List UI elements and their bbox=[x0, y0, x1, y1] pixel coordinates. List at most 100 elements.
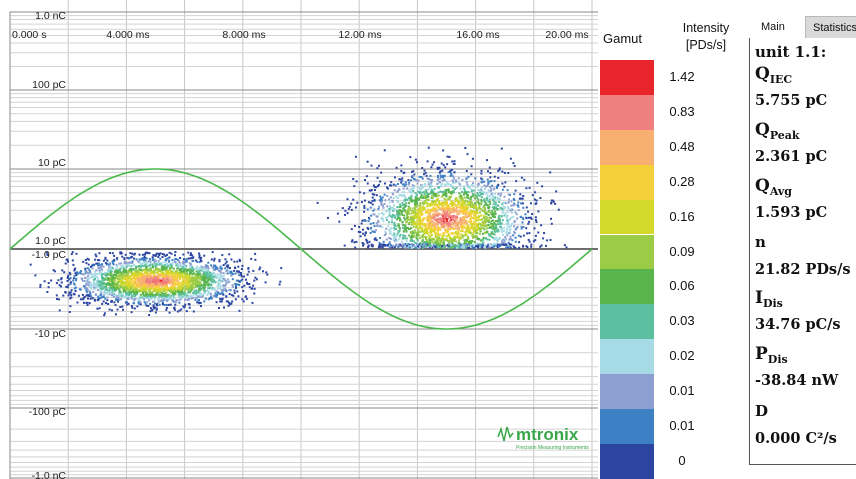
pd-point bbox=[490, 189, 492, 192]
pd-point bbox=[465, 181, 468, 184]
pd-point bbox=[440, 240, 443, 243]
pd-point bbox=[245, 278, 247, 281]
pd-point bbox=[150, 295, 153, 298]
pd-point bbox=[145, 266, 148, 269]
pd-point bbox=[173, 288, 176, 291]
pd-point bbox=[113, 258, 116, 261]
pd-point bbox=[218, 278, 221, 281]
pd-point bbox=[427, 188, 430, 191]
pd-point bbox=[455, 244, 458, 247]
pd-point bbox=[446, 202, 449, 205]
pd-point bbox=[369, 206, 372, 209]
pd-point bbox=[169, 289, 172, 292]
pd-point bbox=[427, 234, 430, 237]
pd-point bbox=[198, 301, 201, 304]
pd-point bbox=[126, 303, 129, 306]
pd-point bbox=[115, 267, 118, 270]
pd-point bbox=[129, 265, 132, 268]
pd-point bbox=[428, 192, 431, 195]
pd-point bbox=[103, 292, 106, 295]
pd-point bbox=[460, 225, 462, 228]
pd-point bbox=[421, 196, 424, 199]
pd-point bbox=[64, 291, 67, 294]
pd-point bbox=[169, 282, 171, 285]
pd-point bbox=[525, 206, 528, 209]
pd-point bbox=[478, 205, 481, 208]
pd-point bbox=[501, 211, 504, 214]
pd-point bbox=[545, 244, 547, 247]
pd-point bbox=[362, 232, 365, 235]
pd-point bbox=[407, 228, 410, 231]
pd-point bbox=[419, 242, 422, 245]
pd-point bbox=[449, 169, 452, 172]
pd-point bbox=[511, 222, 514, 225]
pd-point bbox=[422, 202, 424, 204]
pd-point bbox=[235, 285, 237, 288]
pd-point bbox=[205, 275, 208, 278]
pd-point bbox=[96, 285, 99, 288]
pd-point bbox=[467, 194, 470, 197]
pd-point bbox=[454, 225, 457, 228]
pd-point bbox=[154, 286, 157, 288]
pd-point bbox=[147, 261, 149, 264]
pd-point bbox=[389, 232, 392, 235]
pd-point bbox=[344, 213, 346, 216]
pd-point bbox=[104, 297, 107, 300]
pd-point bbox=[444, 221, 447, 223]
pd-point bbox=[407, 205, 410, 208]
pd-point bbox=[469, 218, 472, 221]
pd-point bbox=[455, 208, 458, 211]
pd-point bbox=[192, 260, 195, 263]
pd-point bbox=[512, 162, 515, 165]
pd-point bbox=[422, 191, 425, 194]
pd-point bbox=[114, 283, 117, 285]
pd-point bbox=[93, 274, 96, 277]
pd-point bbox=[171, 263, 174, 266]
pd-point bbox=[459, 243, 462, 246]
pd-point bbox=[355, 240, 358, 243]
pd-point bbox=[465, 240, 468, 243]
pd-point bbox=[123, 285, 126, 288]
pd-point bbox=[123, 281, 125, 284]
pd-point bbox=[89, 297, 92, 300]
pd-point bbox=[381, 226, 384, 229]
pd-point bbox=[383, 149, 386, 152]
pd-point bbox=[378, 244, 381, 247]
pd-point bbox=[415, 222, 418, 225]
pd-point bbox=[497, 228, 500, 231]
pd-point bbox=[480, 239, 483, 242]
pd-point bbox=[190, 286, 193, 289]
pd-point bbox=[245, 295, 247, 298]
pd-point bbox=[411, 175, 414, 178]
pd-point bbox=[127, 264, 130, 267]
pd-point bbox=[489, 180, 492, 183]
pd-point bbox=[471, 217, 474, 220]
pd-point bbox=[422, 195, 425, 198]
pd-point bbox=[53, 270, 56, 273]
pd-point bbox=[123, 276, 126, 279]
pd-point bbox=[177, 266, 180, 269]
pd-point bbox=[483, 180, 486, 183]
pd-point bbox=[106, 279, 109, 281]
pd-point bbox=[453, 210, 456, 213]
pd-point bbox=[449, 238, 452, 241]
pd-point bbox=[415, 198, 418, 201]
pd-point bbox=[379, 243, 382, 246]
pd-point bbox=[219, 265, 222, 268]
pd-point bbox=[440, 201, 443, 204]
pd-point bbox=[399, 244, 402, 247]
pd-point bbox=[209, 278, 212, 281]
pd-point bbox=[220, 288, 223, 291]
pd-point bbox=[168, 260, 170, 263]
pd-point bbox=[95, 283, 98, 286]
pd-point bbox=[117, 270, 120, 273]
pd-point bbox=[191, 257, 194, 260]
pd-point bbox=[434, 228, 437, 231]
pd-point bbox=[388, 221, 391, 224]
pd-point bbox=[191, 266, 194, 269]
pd-point bbox=[166, 266, 169, 268]
pd-point bbox=[93, 286, 96, 289]
pd-point bbox=[394, 176, 396, 179]
pd-point bbox=[96, 281, 99, 284]
pd-point bbox=[500, 192, 503, 195]
